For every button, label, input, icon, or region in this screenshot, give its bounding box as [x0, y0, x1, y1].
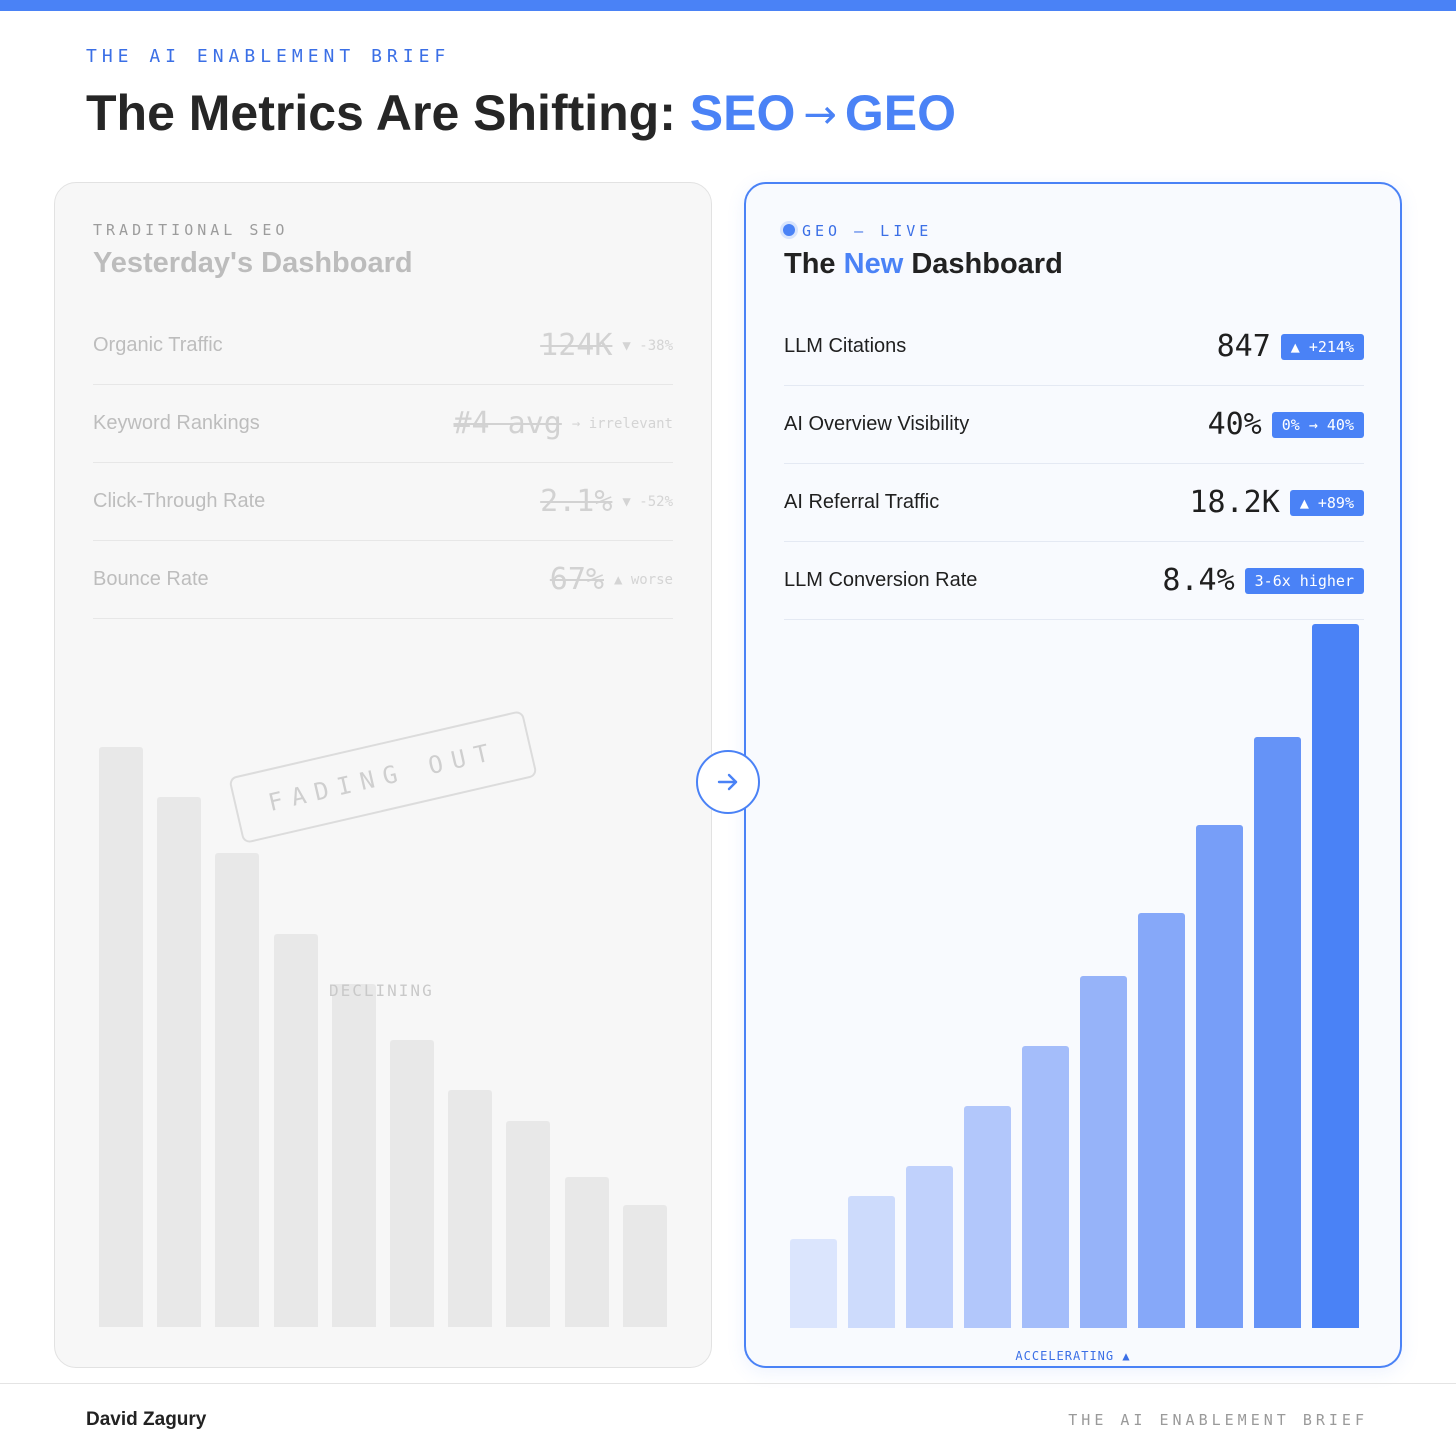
metric-label: Keyword Rankings [93, 412, 260, 434]
bar [906, 1166, 953, 1328]
metric-note: ▼ -52% [622, 493, 673, 510]
metric-value: 124K [540, 328, 613, 363]
bar [564, 1177, 609, 1327]
metric-badge: 3-6x higher [1244, 567, 1364, 594]
metric-list: LLM Citations 847 ▲ +214% AI Overview Vi… [784, 308, 1364, 620]
metric-value: 40% [1207, 407, 1262, 442]
metric-value-group: 847 ▲ +214% [1217, 329, 1364, 364]
metric-row: AI Overview Visibility 40% 0% → 40% [784, 386, 1364, 464]
metric-row: Click-Through Rate 2.1% ▼ -52% [93, 463, 673, 541]
metric-label: Organic Traffic [93, 334, 223, 356]
declining-bars [99, 703, 669, 1327]
panel-title-part: Dashboard [903, 248, 1063, 280]
panel-kicker: GEO — LIVE [802, 222, 933, 240]
bar [506, 1121, 551, 1327]
metric-label: AI Referral Traffic [784, 491, 940, 513]
bar [215, 853, 260, 1327]
metric-value-group: 67% ▲ worse [550, 562, 673, 597]
metric-value: 67% [549, 562, 604, 597]
metric-label: AI Overview Visibility [784, 413, 970, 435]
metric-note: ▲ worse [613, 571, 673, 588]
live-dot-icon [783, 224, 795, 236]
footer-brand: THE AI ENABLEMENT BRIEF [1068, 1411, 1368, 1429]
bar [848, 1196, 895, 1328]
bar [157, 797, 202, 1327]
metric-row: LLM Conversion Rate 8.4% 3-6x higher [784, 542, 1364, 620]
bar [99, 747, 143, 1327]
bar [273, 934, 318, 1327]
metric-value-group: 124K ▼ -38% [540, 328, 673, 363]
author-name: David Zagury [86, 1409, 207, 1430]
bar [1138, 913, 1185, 1328]
bar [331, 984, 376, 1327]
metric-note: → irrelevant [571, 415, 673, 432]
metric-badge: ▲ +214% [1280, 333, 1364, 360]
trend-label: DECLINING [329, 981, 434, 1000]
metric-value-group: 8.4% 3-6x higher [1162, 563, 1364, 598]
title-arrow: → [803, 92, 837, 138]
trend-label: ACCELERATING ▲ [1015, 1349, 1131, 1363]
bar [448, 1090, 493, 1327]
metric-row: Bounce Rate 67% ▲ worse [93, 541, 673, 619]
metric-value: 8.4% [1162, 563, 1235, 598]
page-title: The Metrics Are Shifting: SEO → GEO [86, 84, 956, 142]
metric-label: Click-Through Rate [93, 490, 266, 512]
metric-row: LLM Citations 847 ▲ +214% [784, 308, 1364, 386]
bar [1080, 976, 1127, 1328]
metric-row: Keyword Rankings #4 avg → irrelevant [93, 385, 673, 463]
title-prefix: The Metrics Are Shifting: [86, 85, 690, 141]
geo-panel: GEO — LIVE The New Dashboard LLM Citatio… [744, 182, 1402, 1368]
metric-value: 18.2K [1189, 485, 1280, 520]
metric-value: 2.1% [540, 484, 613, 519]
transition-arrow [696, 750, 760, 814]
metric-label: LLM Citations [784, 335, 907, 357]
metric-value-group: 18.2K ▲ +89% [1189, 485, 1364, 520]
bar [964, 1106, 1011, 1328]
title-to: GEO [844, 85, 957, 141]
panel-title-part: The [784, 248, 844, 280]
metric-list: Organic Traffic 124K ▼ -38% Keyword Rank… [93, 307, 673, 619]
traditional-seo-panel: TRADITIONAL SEO Yesterday's Dashboard Or… [54, 182, 712, 1368]
accelerating-bars [790, 624, 1360, 1328]
bar [790, 1239, 837, 1328]
bar [390, 1040, 434, 1327]
panel-kicker: TRADITIONAL SEO [93, 221, 289, 239]
metric-value-group: 2.1% ▼ -52% [540, 484, 673, 519]
arrow-right-icon [717, 773, 738, 791]
metric-badge: ▲ +89% [1289, 489, 1364, 516]
metric-badge: 0% → 40% [1271, 411, 1364, 438]
footer-divider [0, 1383, 1456, 1384]
metric-label: LLM Conversion Rate [784, 569, 978, 591]
panel-title: Yesterday's Dashboard [93, 247, 413, 279]
panel-title-highlight: New [843, 248, 904, 280]
bar [1022, 1046, 1069, 1328]
bar [1312, 624, 1359, 1328]
metric-value-group: #4 avg → irrelevant [453, 406, 673, 441]
metric-row: Organic Traffic 124K ▼ -38% [93, 307, 673, 385]
metric-value: 847 [1216, 329, 1271, 364]
panel-title: The New Dashboard [784, 248, 1063, 281]
metric-row: AI Referral Traffic 18.2K ▲ +89% [784, 464, 1364, 542]
metric-value-group: 40% 0% → 40% [1208, 407, 1364, 442]
bar [1254, 737, 1301, 1328]
bar [1196, 825, 1243, 1328]
metric-value: #4 avg [453, 406, 562, 441]
metric-note: ▼ -38% [622, 337, 673, 354]
title-from: SEO [689, 85, 796, 141]
metric-label: Bounce Rate [93, 568, 209, 590]
bar [622, 1205, 667, 1327]
top-accent-bar [0, 0, 1456, 11]
brief-kicker: THE AI ENABLEMENT BRIEF [86, 46, 451, 67]
